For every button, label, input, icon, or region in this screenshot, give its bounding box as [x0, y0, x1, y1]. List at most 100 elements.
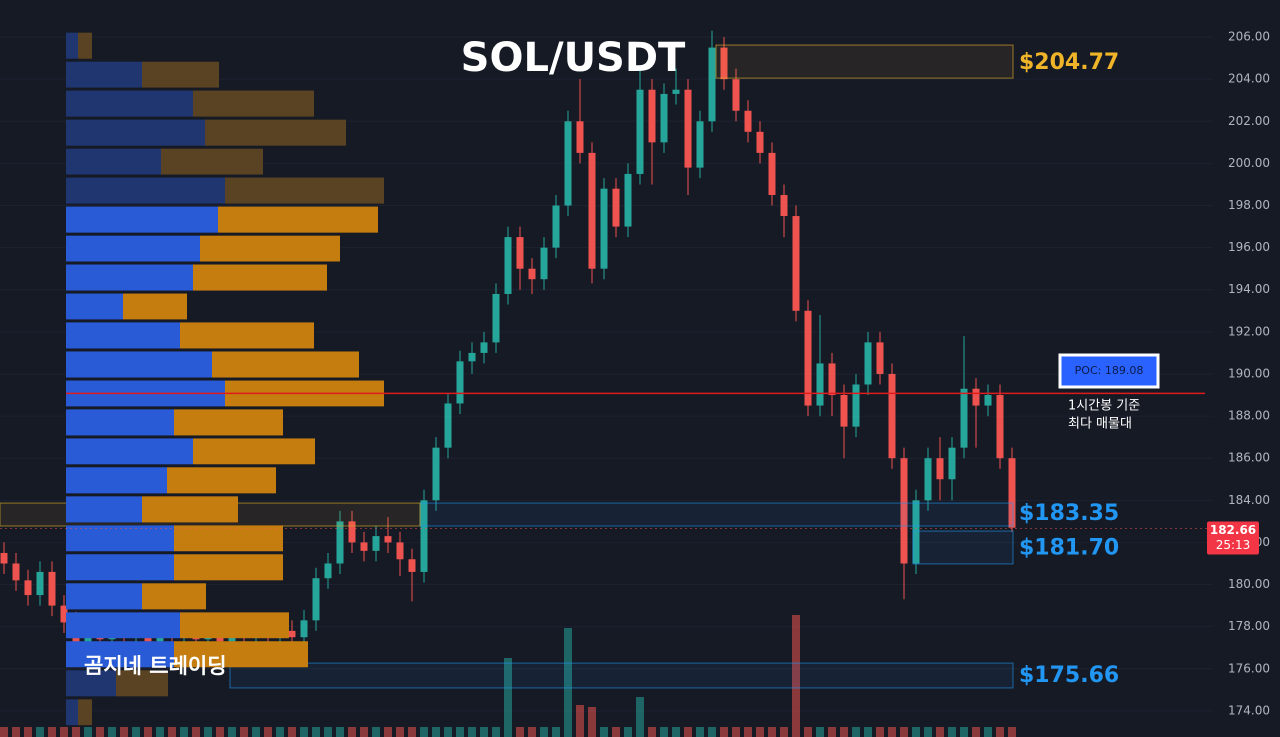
volume-bar [132, 727, 140, 737]
profile-sell [180, 322, 314, 349]
profile-buy [66, 525, 174, 552]
volume-bar [348, 727, 356, 737]
volume-bar [240, 727, 248, 737]
volume-bar [108, 727, 116, 737]
candle-body [840, 395, 848, 427]
zone-label: $183.35 [1019, 501, 1119, 526]
profile-buy [66, 264, 193, 291]
profile-sell [193, 438, 315, 465]
volume-bar [696, 727, 704, 737]
candle-body [516, 237, 524, 269]
candle-body [372, 536, 380, 551]
candle-body [624, 173, 632, 227]
volume-bar [60, 727, 68, 737]
volume-bar [624, 727, 632, 737]
volume-bar [816, 727, 824, 737]
candle-body [972, 388, 980, 406]
profile-buy [66, 90, 193, 117]
y-tick-label: 200.00 [1228, 156, 1270, 170]
volume-bar [576, 705, 584, 737]
volume-bar [12, 727, 20, 737]
candle-body [948, 447, 956, 480]
y-tick-label: 188.00 [1228, 409, 1270, 423]
candle-body [924, 458, 932, 501]
candle-body [816, 363, 824, 406]
candle-body [876, 342, 884, 374]
profile-sell [193, 90, 314, 117]
candle-body [792, 216, 800, 311]
volume-bar [120, 727, 128, 737]
profile-buy [66, 438, 193, 465]
volume-bar [1008, 727, 1016, 737]
volume-bar [444, 727, 452, 737]
volume-bar [468, 727, 476, 737]
volume-bar [156, 727, 164, 737]
volume-bar [912, 727, 920, 737]
volume-bar [732, 727, 740, 737]
candle-body [360, 542, 368, 551]
candle-body [480, 342, 488, 353]
y-tick-label: 194.00 [1228, 282, 1270, 296]
zone-label: $204.77 [1019, 50, 1119, 75]
profile-buy [66, 351, 212, 378]
volume-bar [216, 727, 224, 737]
candle-body [852, 384, 860, 427]
profile-sell [78, 699, 92, 726]
countdown: 25:13 [1216, 538, 1251, 552]
volume-bar [336, 727, 344, 737]
profile-sell [142, 496, 238, 523]
volume-bar [24, 727, 32, 737]
volume-bar [180, 727, 188, 737]
volume-bar [972, 727, 980, 737]
candle-body [672, 89, 680, 94]
profile-buy [66, 235, 200, 262]
volume-bar [288, 727, 296, 737]
candle-body [564, 121, 572, 206]
y-tick-label: 202.00 [1228, 114, 1270, 128]
candle-body [348, 521, 356, 543]
candle-body [960, 388, 968, 448]
volume-bar [144, 727, 152, 737]
volume-bar [924, 727, 932, 737]
zone-label: $175.66 [1019, 663, 1119, 688]
volume-bar [264, 727, 272, 737]
volume-bar [840, 727, 848, 737]
candle-body [756, 131, 764, 153]
candle-body [216, 635, 224, 642]
volume-bar [792, 615, 800, 737]
volume-bar [660, 727, 668, 737]
volume-bar [780, 727, 788, 737]
volume-bar [312, 727, 320, 737]
volume-bar [744, 727, 752, 737]
volume-bar [408, 727, 416, 737]
zone-box [229, 662, 1014, 689]
candle-body [612, 188, 620, 227]
profile-buy [66, 32, 78, 59]
volume-bar [300, 727, 308, 737]
volume-bar [936, 727, 944, 737]
watermark: 곰지네 트레이딩 [84, 654, 227, 678]
volume-bar [324, 727, 332, 737]
volume-bar [420, 727, 428, 737]
profile-buy [66, 641, 174, 668]
y-tick-label: 186.00 [1228, 451, 1270, 465]
volume-bar [684, 727, 692, 737]
candle-body [444, 403, 452, 448]
profile-sell [116, 670, 168, 697]
volume-bar [540, 727, 548, 737]
candle-body [396, 542, 404, 560]
volume-bar [960, 727, 968, 737]
volume-bar [552, 727, 560, 737]
candle-body [36, 571, 44, 596]
profile-buy [66, 119, 205, 146]
profile-sell [212, 351, 359, 378]
profile-sell [174, 525, 283, 552]
volume-bar [636, 697, 644, 737]
volume-bar [396, 727, 404, 737]
y-tick-label: 176.00 [1228, 661, 1270, 675]
candle-body [804, 310, 812, 406]
y-tick-label: 190.00 [1228, 366, 1270, 380]
candle-body [528, 268, 536, 280]
profile-sell [174, 554, 283, 581]
volume-bar [756, 727, 764, 737]
